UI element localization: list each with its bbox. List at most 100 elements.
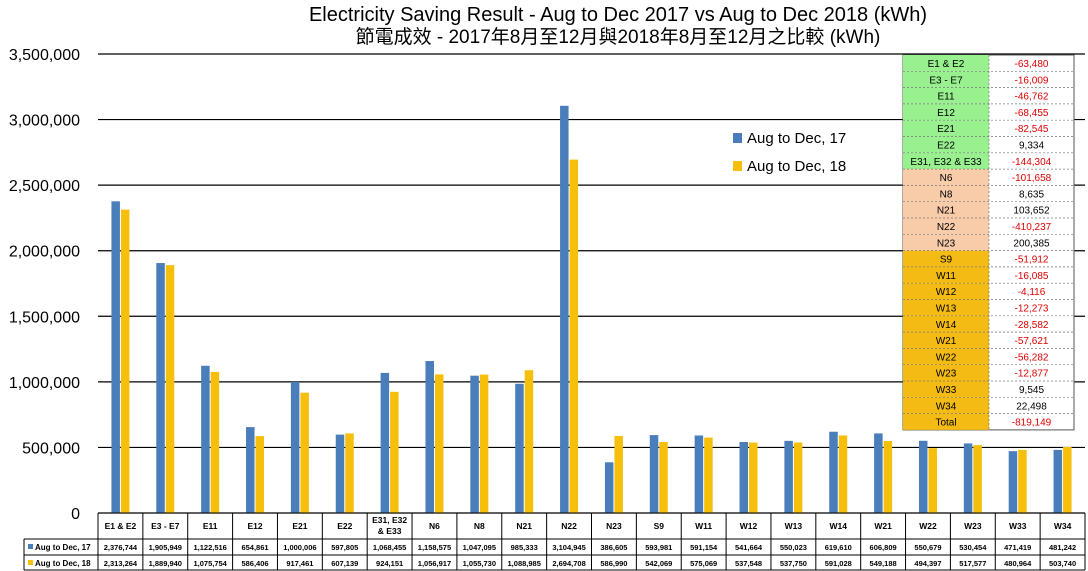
x-tick-label: W11 [695,521,712,531]
bar-aug-dec-18 [165,265,175,513]
inset-label-cell [903,381,989,398]
bar-aug-dec-17 [111,201,120,513]
inset-row-value: 22,498 [1016,401,1047,412]
inset-label-cell [903,299,989,316]
inset-row-label: E3 - E7 [929,75,963,86]
bar-aug-dec-18 [120,209,130,513]
table-cell: 386,605 [600,543,627,552]
inset-label-cell [903,250,989,267]
inset-row-value: -144,304 [1012,157,1052,168]
inset-label-cell [903,332,989,349]
x-tick-label: S9 [654,521,665,531]
table-cell: 1,047,095 [463,543,496,552]
inset-row-label: N8 [940,189,953,200]
bar-aug-dec-18 [883,440,893,513]
x-tick-label: E1 & E2 [105,521,137,531]
legend: Aug to Dec, 17 Aug to Dec, 18 [733,130,846,175]
row-label: Aug to Dec, 17 [35,543,91,552]
row-label: Aug to Dec, 18 [35,559,91,568]
table-cell: 494,397 [914,559,941,568]
bar-aug-dec-17 [963,443,973,513]
table-cell: 530,454 [959,543,987,552]
inset-row-label: W11 [936,271,956,282]
legend-swatch [733,161,742,171]
bar-aug-dec-17 [739,441,749,513]
x-tick-label: W33 [1009,521,1027,531]
bar-aug-dec-18 [973,445,982,513]
x-tick-label: E21 [292,521,307,531]
inset-label-cell [903,315,989,333]
bar-aug-dec-17 [560,105,569,513]
bar-aug-dec-18 [255,436,265,513]
y-axis: 0 500,000 1,000,000 1,500,000 2,000,000 2,500… [9,47,80,523]
bar-aug-dec-17 [829,431,838,513]
bar-aug-dec-17 [874,433,883,513]
table-cell: 541,664 [735,543,763,552]
inset-row-label: Total [935,418,956,429]
table-cell: 550,023 [780,543,807,552]
table-cell: 1,158,575 [418,543,451,552]
inset-row-label: W34 [936,401,957,412]
table-cell: 481,242 [1049,543,1076,552]
table-cell: 607,139 [331,559,358,568]
inset-label-cell [903,103,989,121]
table-cell: 593,981 [645,543,672,552]
bar-aug-dec-18 [659,441,668,513]
inset-row-label: E21 [937,124,955,135]
inset-label-cell [903,120,989,137]
inset-row-value: -4,116 [1018,287,1046,298]
bar-aug-dec-17 [156,263,165,513]
inset-label-cell [903,364,989,381]
table-cell: 2,694,708 [552,559,585,568]
bar-aug-dec-17 [290,381,300,513]
bar-aug-dec-17 [694,435,704,513]
x-tick-label: & E33 [378,526,402,536]
bar-aug-dec-17 [335,434,345,513]
x-tick-label: N22 [561,521,577,531]
x-tick-label: N23 [606,521,622,531]
inset-row-value: -410,237 [1012,222,1052,233]
bar-aug-dec-17 [425,361,434,513]
inset-row-label: N22 [937,222,956,233]
inset-row-value: -82,545 [1015,124,1049,135]
bar-aug-dec-18 [704,437,713,513]
inset-label-cell [903,87,989,104]
data-table: E1 & E2 E3 - E7 E11 E12 E21 E22 E31, E32& E33 N… [23,512,1086,571]
y-tick-label: 3,500,000 [9,47,80,64]
inset-row-value: -12,877 [1015,369,1049,380]
row-legend-key [28,544,33,549]
inset-label-cell [903,397,989,414]
inset-row-value: -57,621 [1015,336,1049,347]
inset-row-label: W13 [936,304,957,315]
x-tick-label: E31, E32 [372,515,407,525]
x-tick-label: W13 [785,521,803,531]
bar-aug-dec-17 [246,427,255,513]
row-legend-key [28,560,33,565]
x-tick-label: N21 [516,521,532,531]
table-cell: 606,809 [870,543,897,552]
table-cell: 597,805 [331,543,358,552]
table-cell: 1,088,985 [508,559,541,568]
bar-aug-dec-18 [614,436,623,513]
inset-label-cell [903,185,989,202]
bar-aug-dec-18 [345,433,354,513]
table-cell: 480,964 [1004,559,1032,568]
table-cell: 549,188 [870,559,897,568]
inset-row-label: W12 [936,287,957,298]
x-tick-label: E11 [203,521,218,531]
inset-label-cell [903,283,989,300]
inset-label-cell [903,55,989,72]
inset-row-label: W23 [936,369,957,380]
bar-aug-dec-17 [604,462,614,513]
x-tick-label: W12 [740,521,758,531]
inset-row-label: W33 [936,385,957,396]
inset-row-value: 8,635 [1019,189,1044,200]
bar-aug-dec-18 [524,370,534,513]
legend-label: Aug to Dec, 18 [747,158,846,175]
inset-row-label: E1 & E2 [928,59,965,70]
bar-aug-dec-17 [918,440,928,513]
table-cell: 1,905,949 [149,543,182,552]
table-cell: 2,376,744 [104,543,138,552]
inset-row-value: -12,273 [1015,304,1049,315]
inset-row-value: 9,334 [1019,141,1044,152]
